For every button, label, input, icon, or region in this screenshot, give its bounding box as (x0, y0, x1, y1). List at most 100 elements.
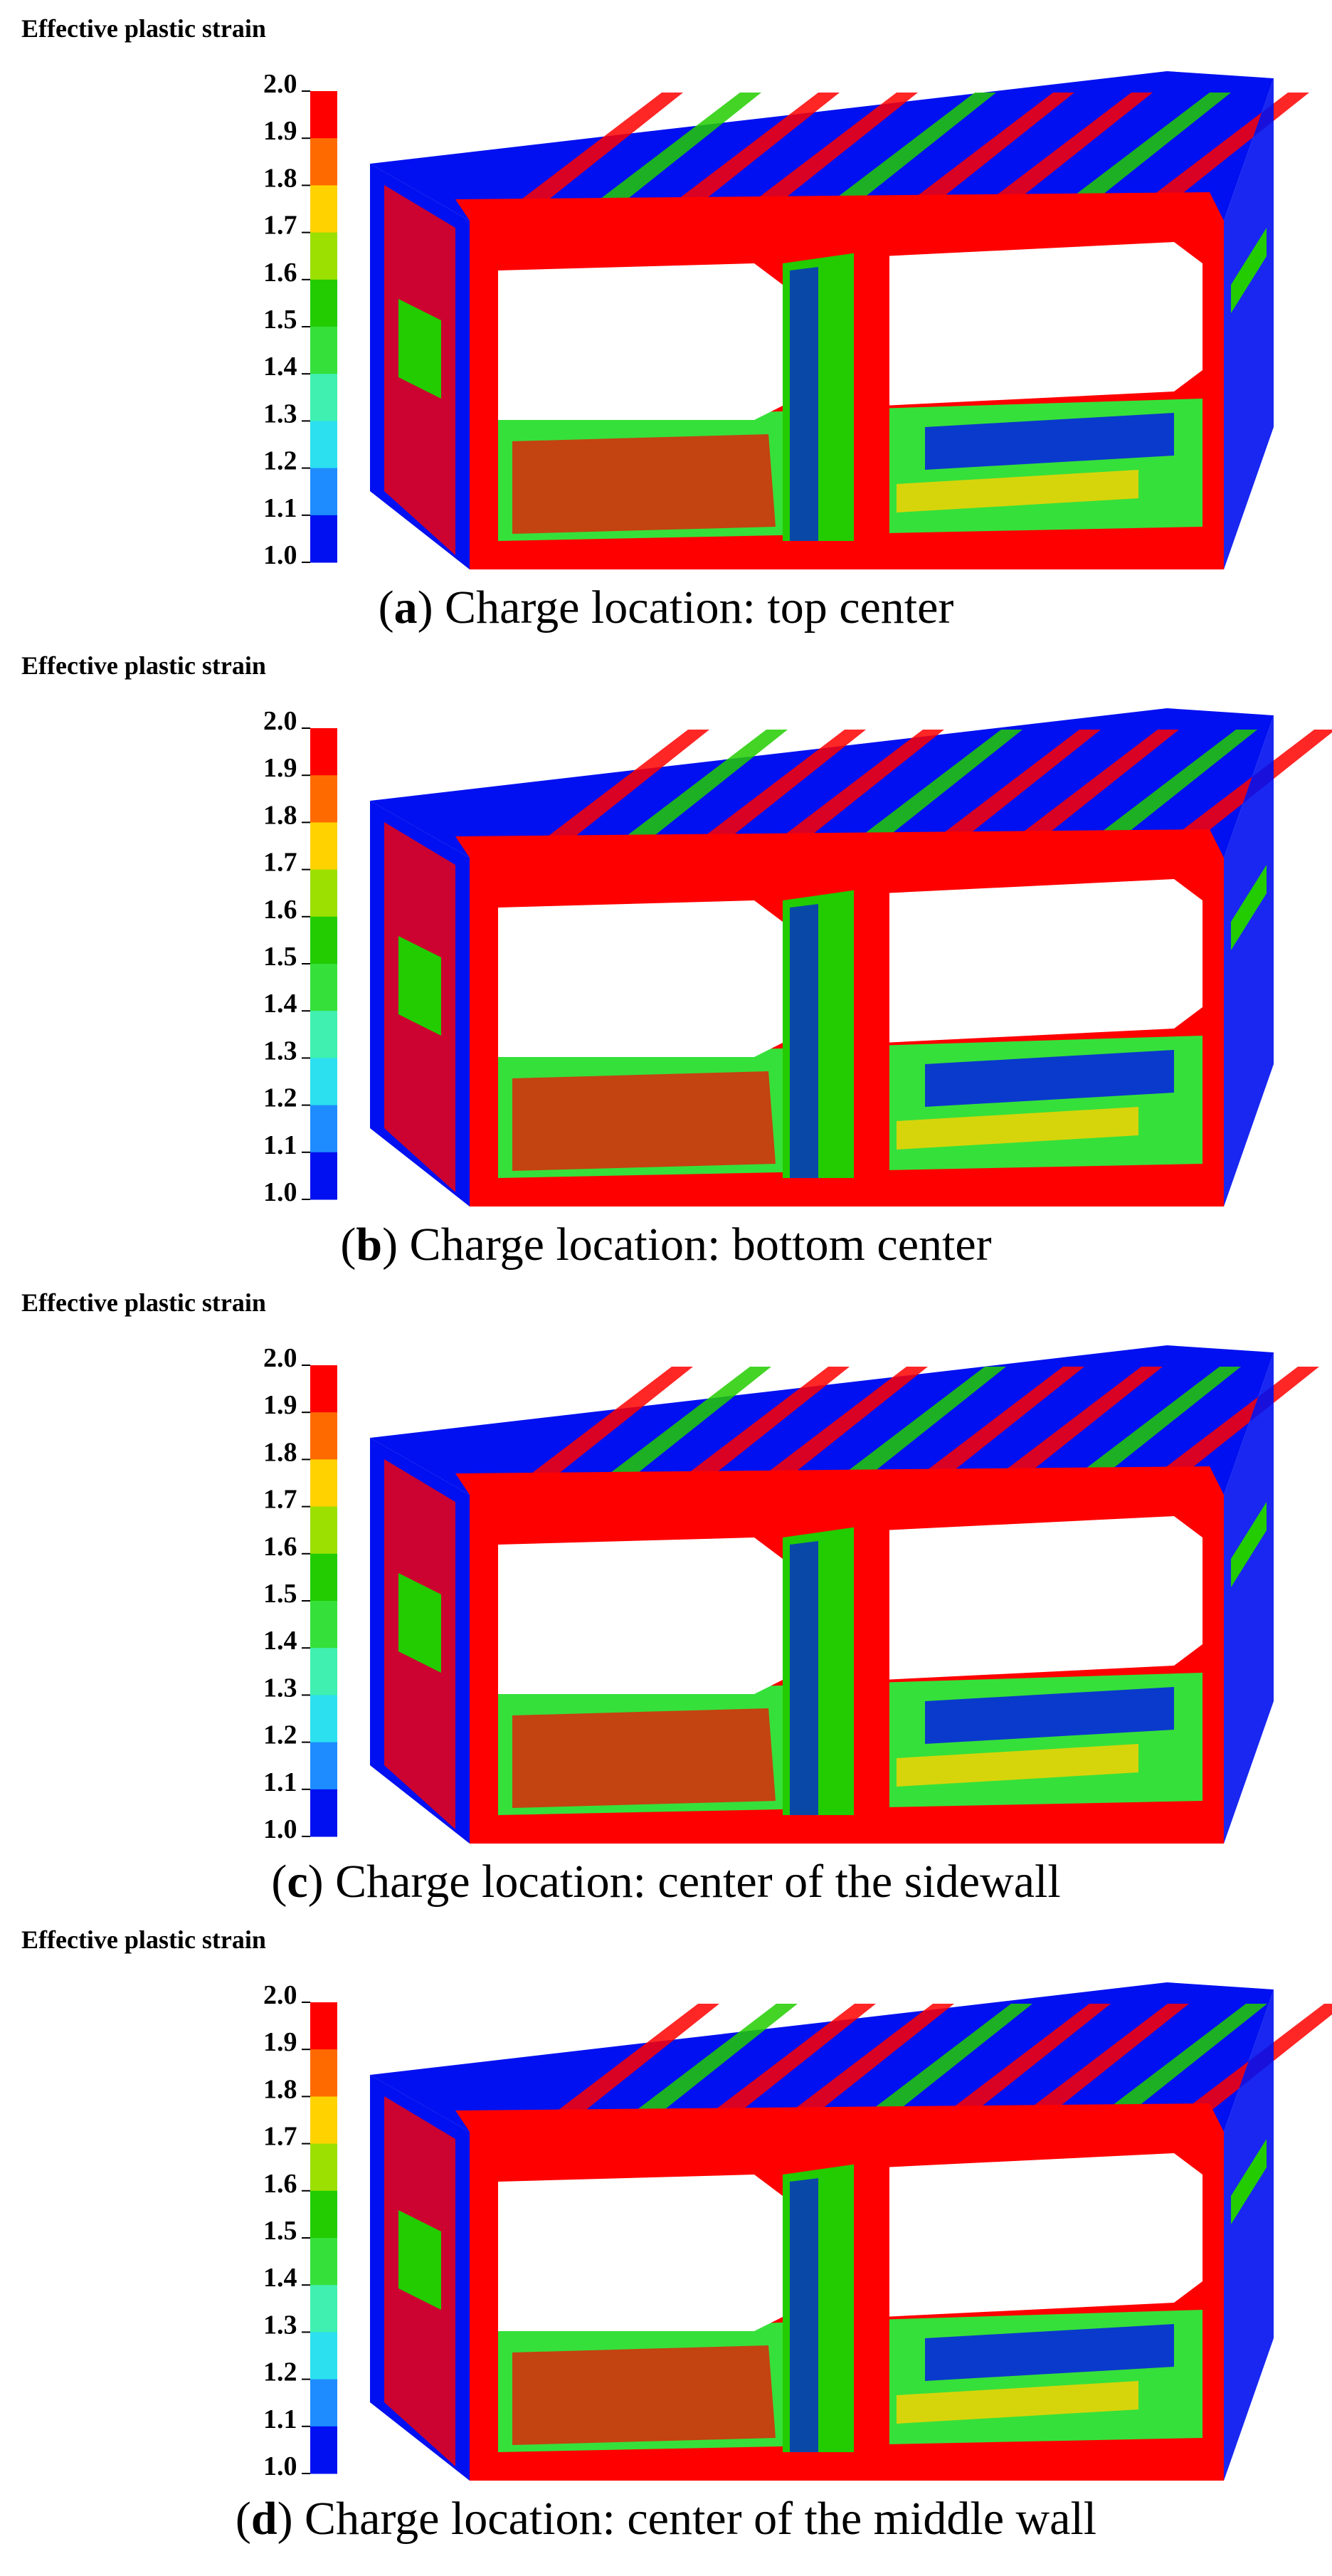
strain-band (398, 299, 441, 399)
strain-band (1231, 2139, 1267, 2224)
colorbar-segment (310, 1105, 337, 1153)
caption-part: d (251, 2493, 278, 2545)
tick-label: 1.1 (263, 1767, 297, 1797)
colorbar-segment (310, 916, 337, 964)
colorbar-segment (310, 374, 337, 421)
strain-band (854, 1520, 889, 1819)
strain-band (889, 93, 1074, 217)
colorbar-segment (310, 279, 337, 327)
front-bottom (470, 541, 1224, 569)
strain-band (790, 267, 818, 545)
caption-part: a (394, 582, 418, 634)
colorbar-segment (310, 822, 337, 871)
strain-band (790, 1541, 818, 1819)
right-wall (1224, 1352, 1274, 1844)
strain-band (897, 470, 1138, 512)
strain-band (821, 1367, 1006, 1491)
tick-label: 1.6 (263, 258, 297, 288)
tick-label: 1.2 (263, 446, 297, 476)
strain-band (398, 936, 441, 1036)
strain-band (854, 246, 889, 545)
colorbar-segment (310, 515, 337, 563)
caption-part: ) Charge location: top center (418, 582, 954, 634)
colorbar-segment (310, 1058, 337, 1106)
strain-band (655, 93, 840, 217)
colorbar-segment (310, 2096, 337, 2145)
window (498, 900, 783, 1057)
colorbar-segment (310, 1601, 337, 1649)
caption-part: c (287, 1856, 307, 1908)
strain-band (534, 2004, 719, 2128)
strain-band (512, 2345, 776, 2445)
caption: (d) Charge location: center of the middl… (236, 2493, 1096, 2545)
colorbar-segment (310, 1553, 337, 1602)
colorbar-segment (310, 2238, 337, 2286)
window (882, 879, 1202, 1043)
right-wall (1224, 1989, 1274, 2481)
strain-band (576, 93, 761, 217)
colorbar-segment (310, 2002, 337, 2050)
colorbar-segment (310, 2379, 337, 2427)
caption-part: b (356, 1219, 382, 1271)
strain-band (681, 730, 866, 854)
strain-band (1056, 1367, 1241, 1491)
colorbar-segment (310, 1789, 337, 1837)
strain-band (897, 1107, 1138, 1150)
strain-band (1231, 228, 1267, 313)
strain-band (925, 1687, 1174, 1744)
colorbar-segment (310, 2049, 337, 2097)
tick-label: 1.7 (263, 2122, 297, 2152)
caption-part: ( (379, 582, 394, 634)
strain-band (897, 1744, 1138, 1787)
colorbar-segment (310, 1412, 337, 1460)
tick-label: 2.0 (263, 69, 297, 99)
caption: (c) Charge location: center of the sidew… (271, 1856, 1060, 1908)
strain-band (455, 1466, 1224, 1495)
strain-band (586, 1367, 771, 1491)
strain-band (603, 730, 788, 854)
strain-band (854, 2157, 889, 2456)
strain-band (1004, 2004, 1189, 2128)
strain-band (512, 1071, 776, 1171)
tick-label: 1.3 (263, 1036, 297, 1066)
colorbar-segment (310, 1506, 337, 1555)
strain-band (1231, 865, 1267, 950)
tick-label: 1.6 (263, 1532, 297, 1562)
colorbar-segment (310, 468, 337, 516)
caption-part: ( (271, 1856, 287, 1908)
tick-label: 1.5 (263, 942, 297, 972)
tick-label: 1.5 (263, 2216, 297, 2246)
colorbar-segment (310, 185, 337, 233)
legend-title: Effective plastic strain (21, 1925, 266, 1954)
tick-label: 1.4 (263, 352, 297, 382)
colorbar-segment (310, 2332, 337, 2380)
strain-band (1151, 730, 1332, 854)
strain-band (1072, 730, 1257, 854)
strain-band (1082, 2004, 1267, 2128)
legend-title: Effective plastic strain (21, 651, 266, 680)
strain-band (1046, 93, 1231, 217)
tick-label: 2.0 (263, 1980, 297, 2010)
tick-label: 1.3 (263, 2310, 297, 2340)
colorbar-segment (310, 964, 337, 1011)
strain-band (512, 434, 776, 534)
tick-label: 1.8 (263, 800, 297, 830)
strain-band (759, 730, 944, 854)
window (882, 242, 1202, 406)
strain-band (854, 883, 889, 1182)
colorbar-segment (310, 775, 337, 823)
tick-label: 1.8 (263, 1437, 297, 1467)
caption-part: ) Charge location: bottom center (382, 1219, 992, 1271)
tick-label: 1.0 (263, 1814, 297, 1844)
tick-label: 1.2 (263, 1720, 297, 1750)
tick-label: 1.9 (263, 1390, 297, 1420)
colorbar-segment (310, 1742, 337, 1790)
colorbar-segment (310, 869, 337, 918)
colorbar-segment (310, 2426, 337, 2474)
strain-band (613, 2004, 798, 2128)
panel: Effective plastic strain 2.0 1.9 1.8 1.7 1.6 1… (21, 1925, 1332, 2545)
strain-band (455, 829, 1224, 858)
strain-band (665, 1367, 850, 1491)
colorbar-segment (310, 1459, 337, 1508)
tick-label: 2.0 (263, 706, 297, 736)
